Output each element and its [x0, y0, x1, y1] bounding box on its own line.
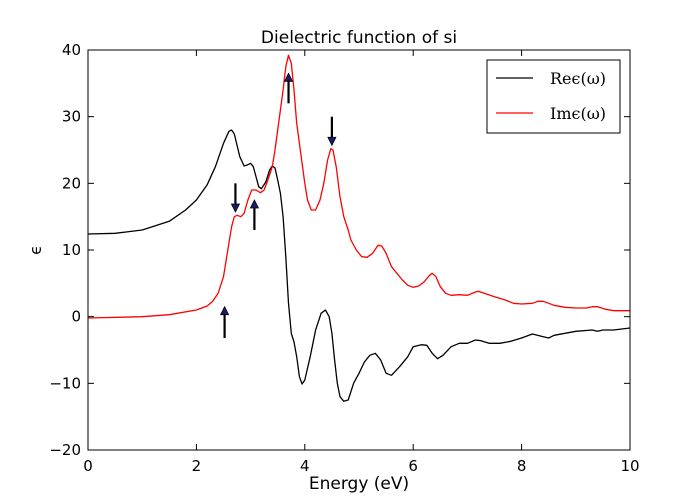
legend: Reϵ(ω) Imϵ(ω) [486, 59, 621, 134]
legend-box [486, 59, 621, 134]
annotation-arrows [219, 72, 337, 338]
y-tick-label: 30 [62, 108, 81, 126]
y-axis-ticks: −20 −10 0 10 20 30 40 [49, 41, 630, 459]
y-tick-label: 20 [62, 174, 81, 192]
arrow-annotation-3 [283, 72, 294, 104]
arrow-annotation-1 [230, 183, 241, 213]
x-tick-label: 4 [300, 457, 310, 475]
y-axis-label: ϵ [26, 245, 45, 255]
arrow-annotation-2 [249, 199, 260, 230]
y-tick-label: −10 [49, 374, 81, 392]
x-axis-ticks: 0 2 4 6 8 10 [83, 50, 640, 475]
x-tick-label: 0 [83, 457, 93, 475]
series-line-1 [87, 54, 630, 319]
x-tick-label: 10 [620, 457, 639, 475]
x-tick-label: 8 [517, 457, 527, 475]
y-tick-label: 0 [71, 308, 81, 326]
arrow-annotation-0 [219, 305, 230, 338]
chart-title: Dielectric function of si [261, 28, 457, 48]
legend-label-im: Imϵ(ω) [550, 104, 606, 123]
y-tick-label: −20 [49, 441, 81, 459]
y-tick-label: 40 [62, 41, 81, 59]
series-line-0 [87, 129, 631, 402]
y-tick-label: 10 [62, 241, 81, 259]
arrow-annotation-4 [327, 116, 337, 147]
legend-label-re: Reϵ(ω) [550, 69, 606, 88]
plot-lines [87, 54, 631, 402]
x-axis-label: Energy (eV) [309, 474, 409, 494]
x-tick-label: 2 [192, 457, 202, 475]
x-tick-label: 6 [408, 457, 418, 475]
